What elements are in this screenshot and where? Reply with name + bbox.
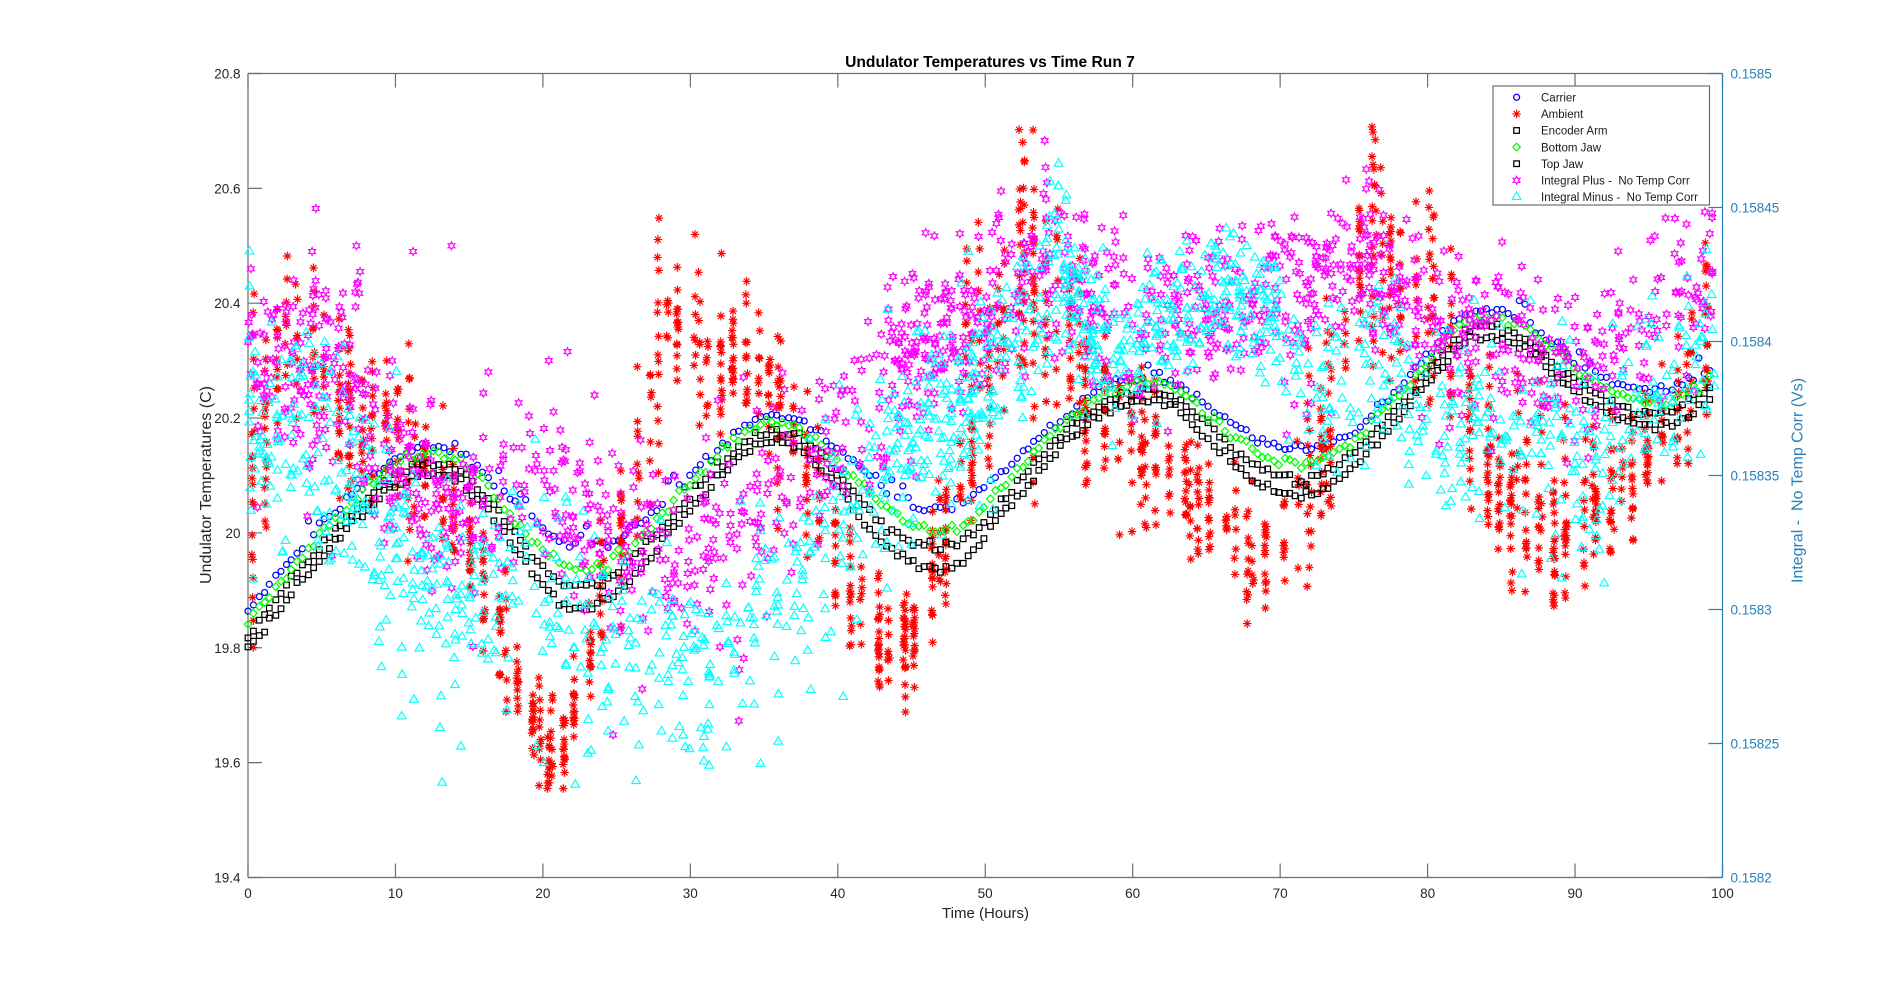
svg-text:0.1582: 0.1582 (1731, 871, 1772, 886)
svg-text:Encoder Arm: Encoder Arm (1541, 126, 1607, 138)
svg-text:20.2: 20.2 (214, 411, 240, 426)
svg-text:20.4: 20.4 (214, 296, 241, 311)
svg-text:20: 20 (535, 886, 550, 901)
svg-text:0: 0 (244, 886, 252, 901)
svg-text:Ambient: Ambient (1541, 109, 1584, 121)
svg-text:60: 60 (1125, 886, 1140, 901)
svg-text:19.6: 19.6 (214, 756, 240, 771)
svg-text:0.1584: 0.1584 (1731, 335, 1773, 350)
svg-text:0.1585: 0.1585 (1731, 67, 1772, 82)
svg-text:80: 80 (1420, 886, 1435, 901)
svg-text:100: 100 (1711, 886, 1734, 901)
svg-text:30: 30 (683, 886, 698, 901)
svg-text:20.8: 20.8 (214, 67, 240, 82)
svg-text:0.15825: 0.15825 (1731, 737, 1780, 752)
svg-text:0.1583: 0.1583 (1731, 603, 1772, 618)
svg-text:Integral Minus - No Temp Corr: Integral Minus - No Temp Corr (1541, 192, 1698, 204)
svg-text:0.15845: 0.15845 (1731, 201, 1780, 216)
svg-text:40: 40 (830, 886, 845, 901)
svg-text:90: 90 (1567, 886, 1582, 901)
svg-text:20: 20 (225, 526, 240, 541)
svg-text:Undulator Temperatures (C): Undulator Temperatures (C) (198, 386, 215, 584)
svg-text:Carrier: Carrier (1541, 93, 1576, 105)
svg-text:70: 70 (1273, 886, 1288, 901)
svg-text:19.4: 19.4 (214, 871, 241, 886)
svg-text:Integral Plus - No Temp Corr: Integral Plus - No Temp Corr (1541, 176, 1690, 188)
svg-text:20.6: 20.6 (214, 181, 240, 196)
svg-text:Integral - No Temp Corr (Vs): Integral - No Temp Corr (Vs) (1790, 378, 1807, 583)
svg-text:0.15835: 0.15835 (1731, 469, 1780, 484)
svg-text:Undulator Temperatures vs Time: Undulator Temperatures vs Time Run 7 (845, 54, 1135, 71)
svg-text:10: 10 (388, 886, 403, 901)
svg-text:19.8: 19.8 (214, 641, 240, 656)
svg-text:Time (Hours): Time (Hours) (942, 905, 1029, 922)
svg-text:Bottom Jaw: Bottom Jaw (1541, 142, 1602, 154)
svg-text:50: 50 (978, 886, 993, 901)
svg-text:Top Jaw: Top Jaw (1541, 159, 1584, 171)
